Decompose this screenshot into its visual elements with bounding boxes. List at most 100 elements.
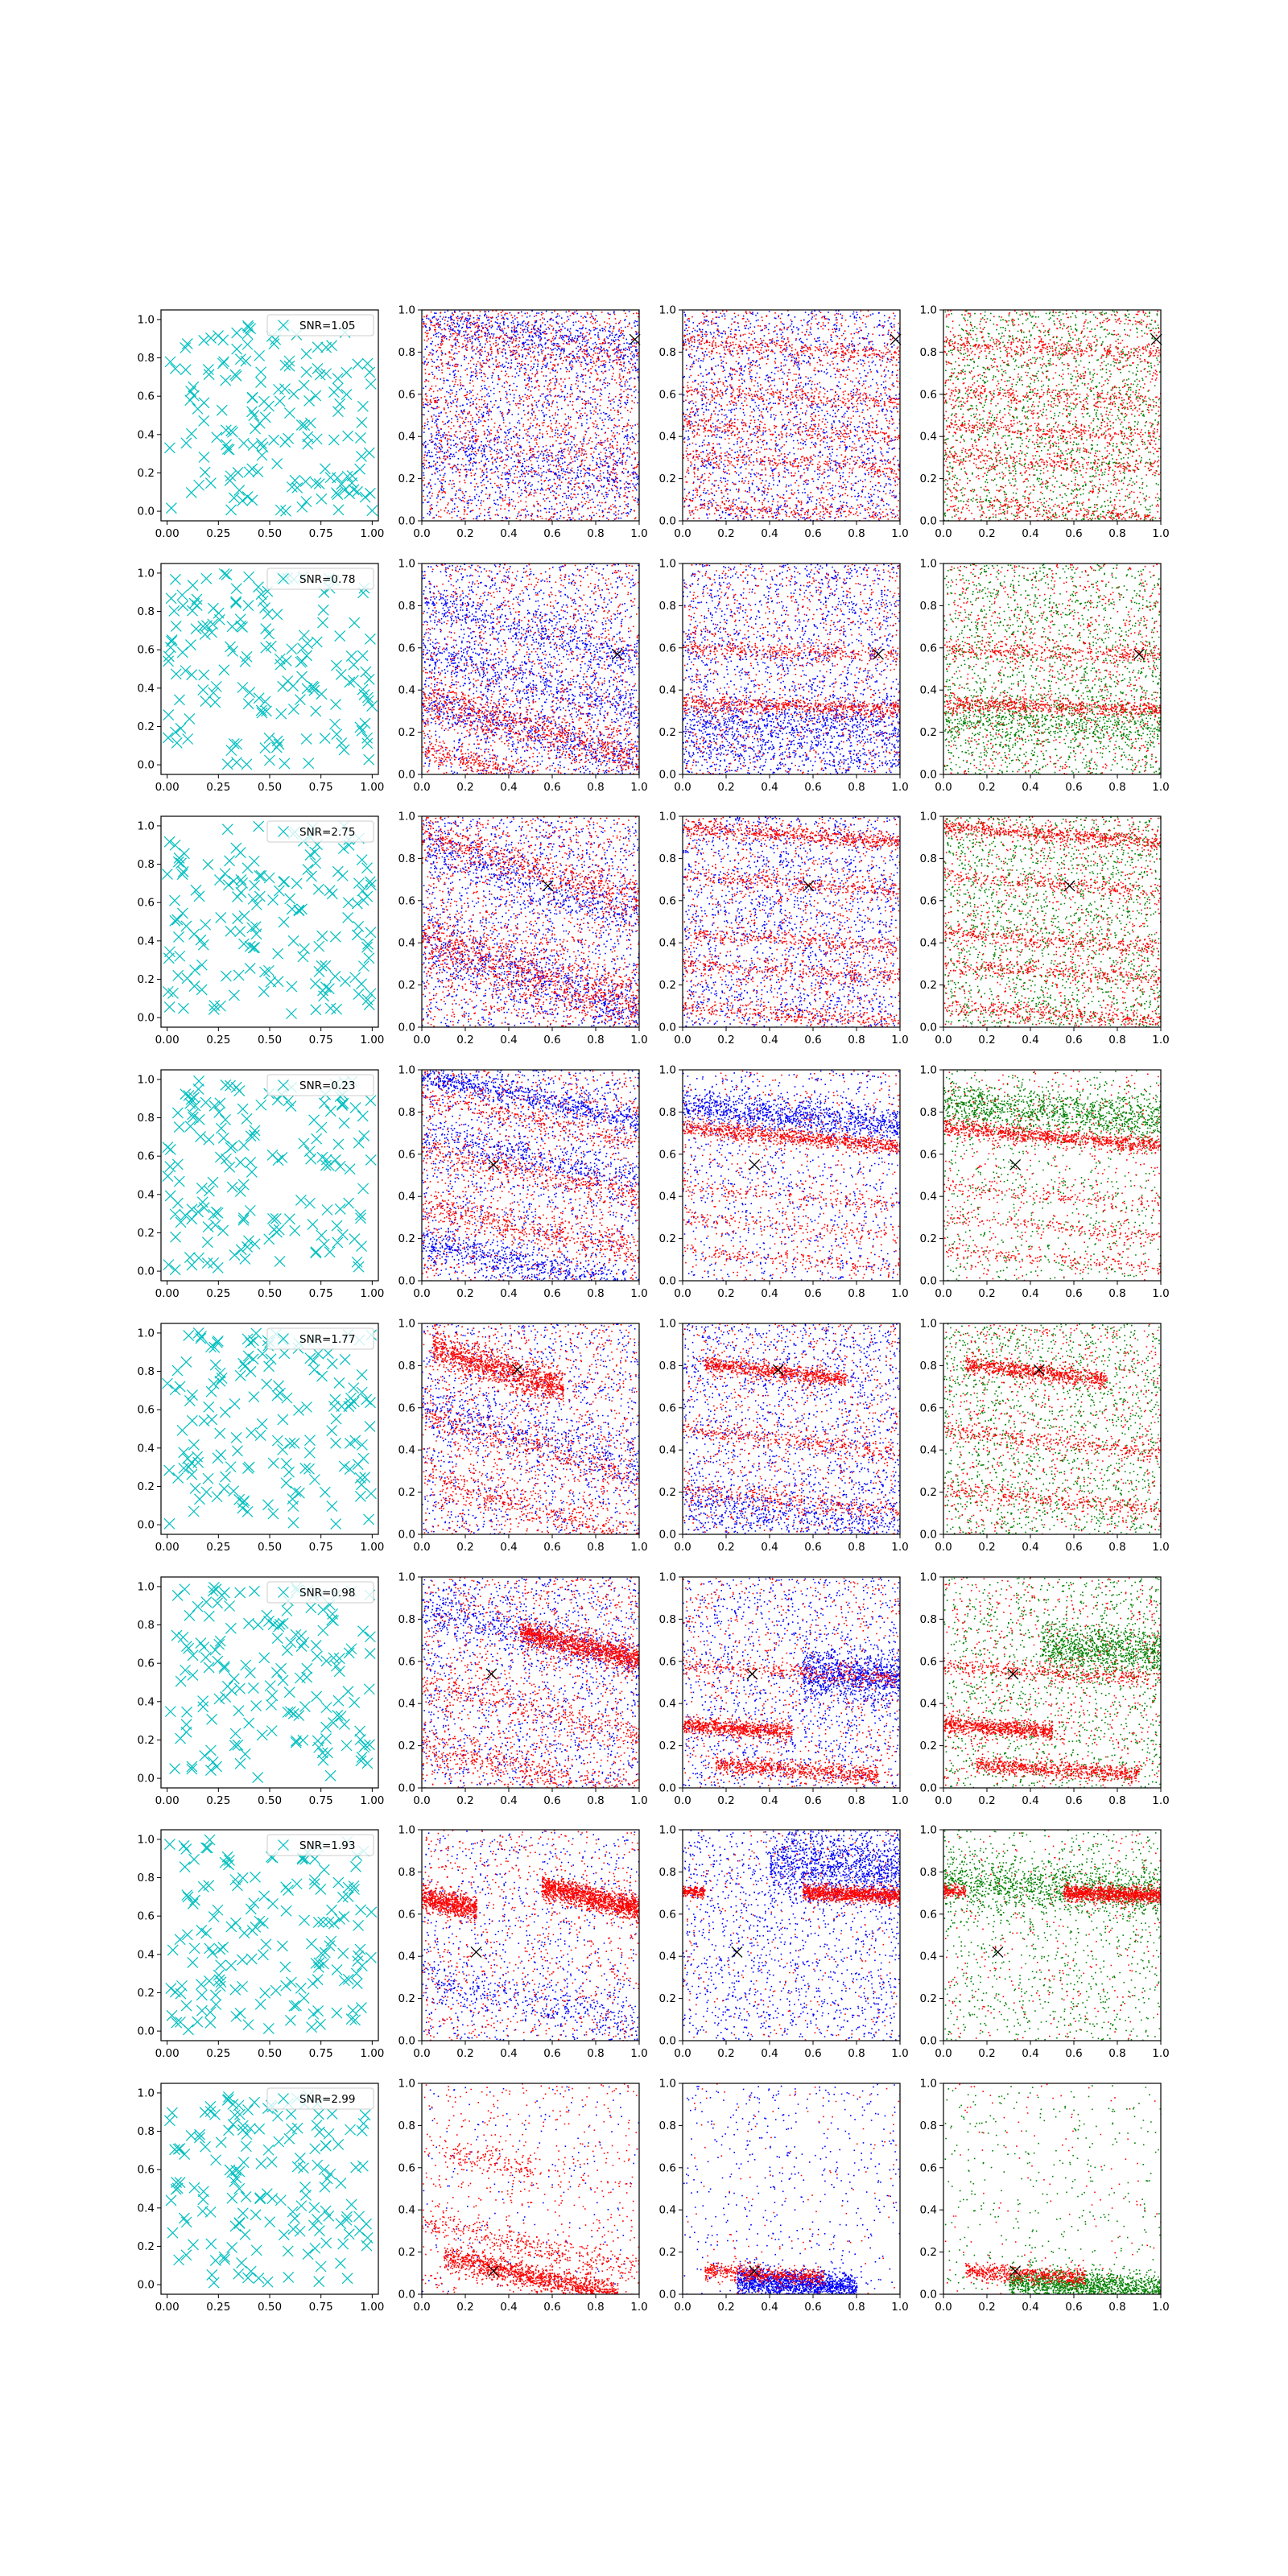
data-point [284, 1214, 295, 1224]
x-tick-label: 0.2 [978, 2301, 995, 2314]
data-point [218, 1133, 229, 1143]
data-point [325, 1770, 336, 1781]
x-tick-label: 1.0 [1152, 781, 1169, 794]
y-tick-label: 0.6 [920, 2161, 937, 2174]
x-tick-label: 0.4 [500, 2301, 517, 2314]
y-tick-label: 1.0 [138, 2087, 155, 2099]
data-point [268, 1509, 279, 1519]
data-point [181, 921, 192, 931]
data-point [246, 407, 257, 417]
data-point [166, 2195, 176, 2206]
data-point [336, 669, 346, 679]
y-tick-label: 0.2 [398, 1992, 415, 2005]
y-tick-label: 0.8 [398, 2120, 415, 2132]
x-tick-label: 1.00 [360, 2047, 384, 2060]
true-point-marker [1010, 1159, 1021, 1170]
data-point [167, 2227, 178, 2238]
data-point [256, 367, 266, 378]
data-point [208, 1757, 218, 1767]
x-tick-label: 0.2 [456, 1794, 473, 1807]
data-point [208, 1209, 219, 1220]
data-point [286, 1101, 296, 1112]
data-point [308, 1220, 318, 1230]
green-point-series [944, 1323, 1162, 1536]
data-point [237, 621, 248, 632]
data-point [263, 2023, 274, 2033]
x-tick-label: 0.2 [717, 1287, 734, 1300]
y-tick-label: 0.0 [398, 2289, 415, 2301]
x-tick-label: 1.0 [1152, 2047, 1169, 2060]
marker-series [163, 1075, 376, 1274]
y-tick-label: 0.0 [659, 769, 676, 782]
x-tick-label: 0.8 [848, 1034, 865, 1046]
data-point [312, 1133, 322, 1144]
data-point [279, 758, 290, 769]
data-point [246, 1337, 256, 1348]
x-tick-label: 0.75 [309, 1287, 333, 1300]
data-point [332, 1220, 342, 1231]
data-point [320, 2182, 330, 2192]
data-point [225, 926, 236, 936]
data-point [250, 880, 260, 890]
y-tick-label: 0.0 [398, 1782, 415, 1795]
data-point [289, 2000, 299, 2011]
panel-r4-c4: 0.0 0.2 0.4 0.6 0.8 1.00.00.20.40.60.81.0 [920, 1064, 1170, 1301]
data-point [264, 873, 275, 883]
x-tick-label: 0.00 [155, 1034, 180, 1046]
y-tick-label: 0.2 [138, 1987, 155, 2000]
y-tick-label: 0.8 [659, 2120, 676, 2132]
marker-series [162, 1327, 376, 1529]
x-tick-label: 1.0 [630, 2047, 647, 2060]
data-point [318, 1625, 328, 1636]
data-point [357, 1439, 367, 1450]
y-tick-label: 0.8 [398, 1360, 415, 1373]
data-point [352, 930, 362, 940]
data-point [345, 489, 355, 499]
data-point [187, 1761, 197, 1772]
data-point [185, 640, 196, 650]
data-point [254, 821, 264, 832]
y-tick-label: 0.2 [398, 473, 415, 485]
data-point [314, 2277, 324, 2287]
data-point [200, 696, 211, 707]
data-point [332, 1004, 342, 1014]
y-tick-label: 0.4 [659, 937, 676, 950]
data-point [222, 824, 233, 835]
data-point [332, 2008, 342, 2018]
data-point [199, 1416, 209, 1426]
data-point [247, 923, 258, 933]
data-point [356, 451, 366, 461]
x-tick-label: 0.4 [1022, 2047, 1038, 2060]
data-point [172, 1159, 183, 1170]
data-point [299, 1915, 310, 1926]
data-point [251, 899, 262, 910]
data-point [297, 502, 308, 512]
y-tick-label: 0.0 [138, 2279, 155, 2292]
y-tick-label: 0.0 [398, 1529, 415, 1542]
data-point [330, 719, 341, 729]
data-point [250, 423, 261, 434]
panel-r8-c1: 0.00 0.25 0.50 0.75 1.000.00.20.40.60.81.0 SN… [138, 2083, 385, 2314]
data-point [208, 1586, 218, 1596]
x-tick-label: 0.2 [978, 2047, 995, 2060]
data-point [348, 675, 358, 686]
true-point-marker [890, 334, 901, 345]
data-point [180, 1665, 191, 1675]
data-point [170, 840, 180, 850]
y-tick-label: 1.0 [398, 2078, 415, 2091]
y-tick-label: 0.4 [659, 2204, 676, 2217]
data-point [322, 1205, 332, 1216]
panel-r3-c3: 0.0 0.2 0.4 0.6 0.8 1.00.00.20.40.60.81.0 [659, 811, 909, 1047]
data-point [211, 2000, 221, 2010]
x-tick-label: 0.0 [413, 1034, 430, 1046]
data-point [258, 596, 268, 606]
data-point [165, 1162, 175, 1172]
data-point [332, 489, 343, 500]
data-point [192, 594, 202, 605]
y-tick-label: 1.0 [659, 1824, 676, 1837]
red-point-series [422, 2083, 640, 2296]
x-tick-label: 1.0 [630, 1541, 647, 1554]
x-tick-label: 0.50 [258, 2301, 282, 2314]
y-tick-label: 0.2 [138, 2240, 155, 2253]
blue-point-series [683, 1577, 901, 1790]
